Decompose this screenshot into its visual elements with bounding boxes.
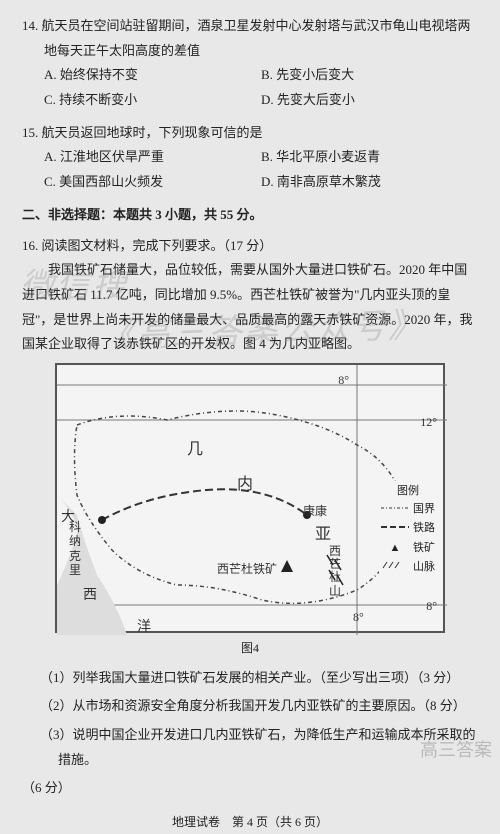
- legend-rail-label: 铁路: [413, 520, 435, 538]
- q15-options: A. 江淮地区伏旱严重 B. 华北平原小麦返青 C. 美国西部山火频发 D. 南…: [22, 145, 478, 194]
- legend-title: 图例: [381, 483, 435, 501]
- question-16: 16. 阅读图文材料，完成下列要求。（17 分） 我国铁矿石储量大，品位较低，需…: [22, 234, 478, 802]
- label-ji: 几: [187, 435, 203, 465]
- section-2-title: 二、非选择题：本题共 3 小题，共 55 分。: [22, 203, 478, 228]
- map-caption: 图4: [22, 637, 478, 660]
- label-xi: 西: [83, 583, 97, 610]
- legend-iron: ▲ 铁矿: [381, 540, 435, 558]
- q15-opt-d: D. 南非高原草木繁茂: [261, 170, 478, 195]
- label-yang: 洋: [137, 615, 151, 642]
- lat-12: 12°: [420, 411, 437, 434]
- lon-8w: 8°: [353, 606, 364, 629]
- legend-border: 国界: [381, 501, 435, 519]
- map-legend: 图例 国界 铁路 ▲ 铁矿 山脉: [379, 481, 437, 581]
- label-nei: 内: [237, 470, 253, 500]
- q15-opt-c: C. 美国西部山火频发: [44, 170, 261, 195]
- q16-sub1: （1）列举我国大量进口铁矿石发展的相关产业。（至少写出三项）（3 分）: [40, 666, 478, 691]
- mtn-icon: [381, 559, 409, 577]
- lat-8-low: 8°: [426, 595, 437, 618]
- q14-stem: 14. 航天员在空间站驻留期间，酒泉卫星发射中心发射塔与武汉市龟山电视塔两地每天…: [22, 14, 478, 63]
- question-15: 15. 航天员返回地球时，下列现象可信的是 A. 江淮地区伏旱严重 B. 华北平…: [22, 121, 478, 195]
- q14-opt-d: D. 先变大后变小: [261, 88, 478, 113]
- page-footer: 地理试卷 第 4 页（共 6 页）: [22, 811, 478, 834]
- iron-icon: ▲: [381, 540, 409, 558]
- q14-opt-a: A. 始终保持不变: [44, 63, 261, 88]
- legend-rail: 铁路: [381, 520, 435, 538]
- q14-opt-c: C. 持续不断变小: [44, 88, 261, 113]
- lat-8-top: 8°: [338, 369, 349, 392]
- q16-paragraph-1: 我国铁矿石储量大，品位较低，需要从国外大量进口铁矿石。2020 年中国进口铁矿石…: [22, 258, 478, 357]
- legend-mtn: 山脉: [381, 559, 435, 577]
- q14-options: A. 始终保持不变 B. 先变小后变大 C. 持续不断变小 D. 先变大后变小: [22, 63, 478, 112]
- label-mountain: 西芒杜山: [329, 545, 343, 598]
- q16-sub3: （3）说明中国企业开发进口几内亚铁矿石，为降低生产和运输成本所采取的措施。: [40, 723, 478, 772]
- legend-mtn-label: 山脉: [413, 559, 435, 577]
- q16-sub2: （2）从市场和资源安全角度分析我国开发几内亚铁矿的主要原因。（8 分）: [40, 694, 478, 719]
- q16-sub3-points: （6 分）: [22, 776, 478, 801]
- q15-stem: 15. 航天员返回地球时，下列现象可信的是: [22, 121, 478, 146]
- rail-icon: [381, 520, 409, 538]
- label-kangkang: 康康: [303, 500, 327, 523]
- q15-opt-a: A. 江淮地区伏旱严重: [44, 145, 261, 170]
- border-icon: [381, 501, 409, 519]
- q15-opt-b: B. 华北平原小麦返青: [261, 145, 478, 170]
- question-14: 14. 航天员在空间站驻留期间，酒泉卫星发射中心发射塔与武汉市龟山电视塔两地每天…: [22, 14, 478, 113]
- label-mine: 西芒杜铁矿: [217, 558, 277, 581]
- legend-iron-label: 铁矿: [413, 540, 435, 558]
- label-da: 大: [61, 505, 75, 532]
- guinea-map: 8° 12° 8° 8° 几 内 亚 康康 西芒杜铁矿 西芒杜山 科纳克里 大 …: [55, 363, 445, 633]
- q16-stem: 16. 阅读图文材料，完成下列要求。（17 分）: [22, 234, 478, 259]
- legend-border-label: 国界: [413, 501, 435, 519]
- q14-opt-b: B. 先变小后变大: [261, 63, 478, 88]
